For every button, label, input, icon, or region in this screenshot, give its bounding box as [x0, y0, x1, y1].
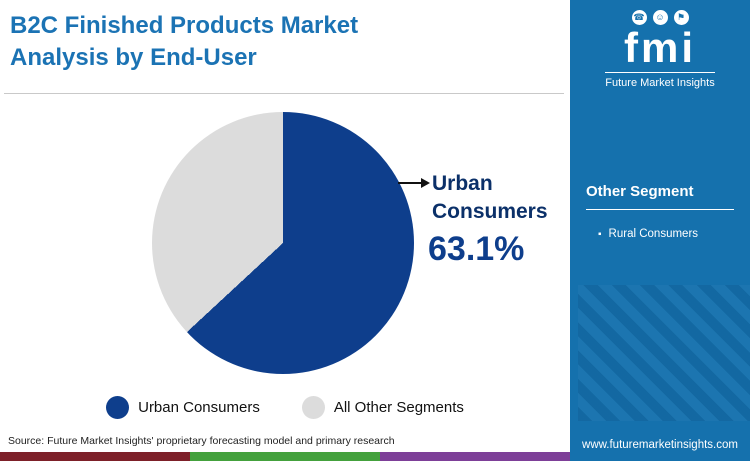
callout-value: 63.1%: [428, 230, 525, 268]
sidebar-list-item: ▪ Rural Consumers: [598, 228, 736, 240]
sidebar-section-title: Other Segment: [586, 183, 734, 210]
brand-logo: ☎ ☺ ⚑ fmi Future Market Insights: [570, 0, 750, 91]
title-divider: [4, 93, 564, 94]
legend-item-other: All Other Segments: [301, 396, 464, 419]
legend-swatch-urban-icon: [106, 396, 130, 419]
footer-strip-segment-green: [190, 452, 380, 461]
callout-label: Urban Consumers: [432, 172, 548, 224]
person-icon: ☺: [652, 10, 668, 25]
chart-legend: Urban Consumers All Other Segments: [0, 396, 570, 419]
page-title: B2C Finished Products Market Analysis by…: [10, 10, 555, 75]
page-title-line1: B2C Finished Products Market: [10, 12, 359, 39]
phone-icon: ☎: [631, 10, 647, 25]
footer-strip-segment-purple: [380, 452, 570, 461]
legend-item-urban: Urban Consumers: [106, 396, 260, 419]
legend-label-other: All Other Segments: [333, 399, 464, 416]
legend-swatch-other-icon: [301, 396, 325, 419]
location-pin-icon: ⚑: [673, 10, 689, 25]
footer-strip-segment-maroon: [0, 452, 190, 461]
brand-name: Future Market Insights: [605, 72, 715, 89]
pie-chart: [152, 112, 414, 374]
page-title-line2: Analysis by End-User: [10, 44, 257, 72]
brand-logo-text: fmi: [624, 24, 696, 71]
legend-label-urban: Urban Consumers: [138, 399, 260, 416]
sidebar: ☎ ☺ ⚑ fmi Future Market Insights Other S…: [570, 0, 750, 461]
main-panel: B2C Finished Products Market Analysis by…: [0, 10, 570, 461]
footer-color-strip: [0, 452, 570, 461]
website-link[interactable]: www.futuremarketinsights.com: [582, 439, 738, 451]
brand-icon-row: ☎ ☺ ⚑: [570, 10, 750, 25]
sidebar-item-label: Rural Consumers: [608, 228, 699, 240]
bullet-icon: ▪: [598, 229, 602, 240]
callout-arrow-icon: [398, 178, 430, 188]
source-note: Source: Future Market Insights' propriet…: [8, 435, 395, 447]
